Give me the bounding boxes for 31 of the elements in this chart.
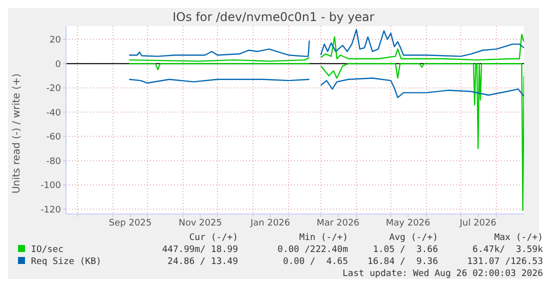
y-tick-label: -80 bbox=[46, 156, 62, 167]
text: 447.99m/ 18.99 bbox=[161, 244, 238, 256]
text: 24.86 / 13.49 bbox=[166, 256, 238, 268]
text: 0.00 / 4.65 bbox=[282, 256, 348, 268]
x-tick-label: Nov 2025 bbox=[178, 218, 222, 228]
x-tick-label: Mar 2026 bbox=[316, 218, 360, 228]
y-tick-label: -120 bbox=[40, 205, 62, 216]
legend-label: IO/sec bbox=[30, 244, 65, 256]
y-tick-label: 0 bbox=[55, 60, 62, 70]
legend-label: Req Size (KB) bbox=[30, 256, 102, 268]
text: Cur (-/+) bbox=[188, 232, 238, 244]
y-tick-label: -20 bbox=[46, 84, 62, 94]
text: Max (-/+) bbox=[493, 232, 543, 244]
text: 1.05 / 3.66 bbox=[372, 244, 438, 256]
text: Min (-/+) bbox=[298, 232, 348, 244]
text: 131.07 /126.53 bbox=[466, 256, 543, 268]
x-tick-label: Jan 2026 bbox=[250, 218, 290, 228]
text: Avg (-/+) bbox=[388, 232, 438, 244]
x-tick-label: Jul 2026 bbox=[458, 218, 497, 228]
chart-title: IOs for /dev/nvme0c0n1 - by year bbox=[172, 10, 376, 24]
y-tick-label: 20 bbox=[50, 36, 62, 46]
y-tick-label: -60 bbox=[46, 132, 62, 143]
y-tick-label: -100 bbox=[40, 181, 62, 192]
text: Last update: Wed Aug 26 02:00:03 2026 bbox=[342, 268, 543, 280]
x-tick-label: May 2026 bbox=[386, 218, 431, 228]
text: 0.00 /222.40m bbox=[276, 244, 348, 256]
text: 16.84 / 9.36 bbox=[366, 256, 438, 268]
text: 6.47k/ 3.59k bbox=[472, 244, 543, 256]
x-tick-label: Sep 2025 bbox=[108, 218, 152, 228]
y-tick-label: -40 bbox=[46, 108, 62, 118]
y-axis-title: Units read (-) / write (+) bbox=[12, 72, 22, 196]
